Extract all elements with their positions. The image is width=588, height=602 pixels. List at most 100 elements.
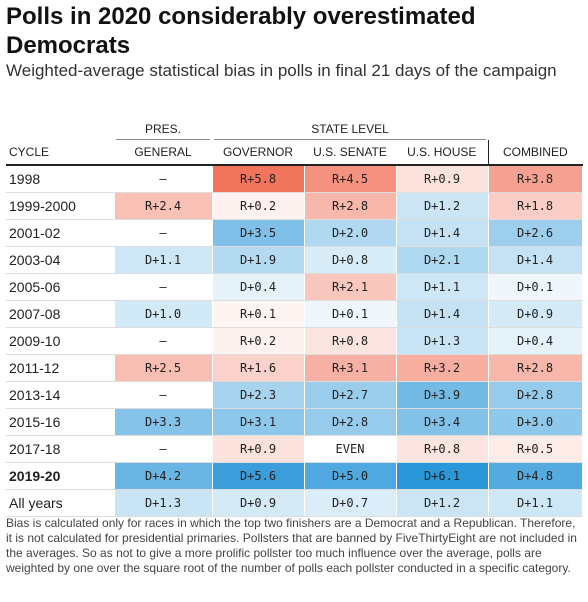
bias-cell-house: R+0.9 <box>395 165 489 193</box>
bias-cell-governor: D+3.1 <box>211 408 305 436</box>
bias-cell-governor: R+5.8 <box>211 165 305 193</box>
cycle-label: 2017-18 <box>6 435 114 463</box>
table-row: 1998– R+5.8 R+4.5 R+0.9 R+3.8 <box>6 165 583 193</box>
bias-cell-governor: R+0.1 <box>211 300 305 328</box>
cycle-label: 2001-02 <box>6 219 114 247</box>
bias-cell-general: – <box>113 435 213 463</box>
bias-cell-general: D+1.1 <box>113 246 213 274</box>
footnote: Bias is calculated only for races in whi… <box>6 516 577 575</box>
bias-cell-governor: R+0.9 <box>211 435 305 463</box>
chart-title: Polls in 2020 considerably overestimated… <box>6 3 476 59</box>
cycle-label: All years <box>6 489 114 517</box>
bias-cell-general: D+4.2 <box>113 462 213 490</box>
cycle-label: 2011-12 <box>6 354 114 382</box>
table-row: 2013-14– D+2.3 D+2.7 D+3.9 D+2.8 <box>6 381 583 409</box>
table-row: 2009-10– R+0.2 R+0.8 D+1.3 D+0.4 <box>6 327 583 355</box>
bias-cell-general: D+1.3 <box>113 489 213 517</box>
bias-cell-house: D+1.4 <box>395 300 489 328</box>
bias-cell-general: R+2.5 <box>113 354 213 382</box>
bias-cell-senate: R+2.1 <box>303 273 397 301</box>
bias-cell-combined: D+4.8 <box>487 462 583 490</box>
bias-cell-house: D+2.1 <box>395 246 489 274</box>
table-row: 2001-02– D+3.5 D+2.0 D+1.4 D+2.6 <box>6 219 583 247</box>
bias-cell-senate: R+3.1 <box>303 354 397 382</box>
cycle-label: 2015-16 <box>6 408 114 436</box>
bias-cell-combined: R+0.5 <box>487 435 583 463</box>
bias-cell-house: D+1.1 <box>395 273 489 301</box>
bias-cell-combined: R+3.8 <box>487 165 583 193</box>
bias-cell-combined: D+2.8 <box>487 381 583 409</box>
bias-cell-combined: R+2.8 <box>487 354 583 382</box>
bias-cell-governor: R+0.2 <box>211 327 305 355</box>
chart-subtitle: Weighted-average statistical bias in pol… <box>6 61 557 80</box>
bias-cell-senate: D+0.7 <box>303 489 397 517</box>
bias-cell-house: D+3.9 <box>395 381 489 409</box>
table-row: 1999-2000 R+2.4 R+0.2 R+2.8 D+1.2 R+1.8 <box>6 192 583 220</box>
cycle-label: 2007-08 <box>6 300 114 328</box>
bias-cell-governor: D+0.9 <box>211 489 305 517</box>
table-body: 1998– R+5.8 R+4.5 R+0.9 R+3.8 1999-2000 R+2.4 R… <box>6 165 583 517</box>
bias-cell-combined: D+1.1 <box>487 489 583 517</box>
bias-cell-house: D+3.4 <box>395 408 489 436</box>
bias-cell-combined: D+1.4 <box>487 246 583 274</box>
bias-cell-general: D+1.0 <box>113 300 213 328</box>
group-header-state: STATE LEVEL <box>212 118 488 140</box>
bias-cell-senate: EVEN <box>303 435 397 463</box>
bias-cell-senate: D+0.8 <box>303 246 397 274</box>
bias-cell-senate: R+2.8 <box>303 192 397 220</box>
bias-cell-general: D+3.3 <box>113 408 213 436</box>
cycle-label: 2019-20 <box>6 462 114 490</box>
bias-cell-house: D+1.2 <box>395 192 489 220</box>
group-header-pres: PRES. <box>114 118 212 140</box>
bias-cell-house: D+6.1 <box>395 462 489 490</box>
bias-cell-governor: D+2.3 <box>211 381 305 409</box>
cycle-label: 1998 <box>6 165 114 193</box>
bias-cell-combined: R+1.8 <box>487 192 583 220</box>
bias-cell-house: D+1.4 <box>395 219 489 247</box>
column-header-governor: GOVERNOR <box>212 140 304 166</box>
bias-cell-house: D+1.3 <box>395 327 489 355</box>
cycle-label: 1999-2000 <box>6 192 114 220</box>
bias-cell-combined: D+2.6 <box>487 219 583 247</box>
table-row: 2019-20 D+4.2 D+5.6 D+5.0 D+6.1 D+4.8 <box>6 462 583 490</box>
bias-cell-combined: D+3.0 <box>487 408 583 436</box>
bias-cell-general: – <box>113 165 213 193</box>
bias-cell-governor: D+5.6 <box>211 462 305 490</box>
bias-cell-governor: R+1.6 <box>211 354 305 382</box>
bias-table: PRES. STATE LEVEL CYCLE GENERAL GOVERNOR… <box>6 118 583 517</box>
bias-cell-house: D+1.2 <box>395 489 489 517</box>
bias-cell-general: – <box>113 381 213 409</box>
bias-cell-senate: D+5.0 <box>303 462 397 490</box>
column-header-house: U.S. HOUSE <box>396 140 489 166</box>
bias-cell-governor: D+0.4 <box>211 273 305 301</box>
bias-cell-senate: D+0.1 <box>303 300 397 328</box>
bias-cell-senate: D+2.8 <box>303 408 397 436</box>
bias-cell-combined: D+0.4 <box>487 327 583 355</box>
bias-cell-general: – <box>113 273 213 301</box>
cycle-label: 2003-04 <box>6 246 114 274</box>
cycle-label: 2005-06 <box>6 273 114 301</box>
table-row: 2017-18– R+0.9 EVEN R+0.8 R+0.5 <box>6 435 583 463</box>
table-row: 2011-12 R+2.5 R+1.6 R+3.1 R+3.2 R+2.8 <box>6 354 583 382</box>
cycle-label: 2009-10 <box>6 327 114 355</box>
column-header-general: GENERAL <box>114 140 212 166</box>
bias-cell-governor: R+0.2 <box>211 192 305 220</box>
bias-cell-governor: D+1.9 <box>211 246 305 274</box>
bias-cell-senate: D+2.0 <box>303 219 397 247</box>
bias-cell-senate: R+0.8 <box>303 327 397 355</box>
bias-cell-combined: D+0.1 <box>487 273 583 301</box>
bias-cell-house: R+0.8 <box>395 435 489 463</box>
table-row: All years D+1.3 D+0.9 D+0.7 D+1.2 D+1.1 <box>6 489 583 517</box>
bias-cell-senate: R+4.5 <box>303 165 397 193</box>
table-row: 2005-06– D+0.4 R+2.1 D+1.1 D+0.1 <box>6 273 583 301</box>
bias-cell-general: R+2.4 <box>113 192 213 220</box>
bias-cell-governor: D+3.5 <box>211 219 305 247</box>
cycle-label: 2013-14 <box>6 381 114 409</box>
bias-cell-combined: D+0.9 <box>487 300 583 328</box>
column-header-cycle: CYCLE <box>6 140 114 166</box>
bias-cell-senate: D+2.7 <box>303 381 397 409</box>
bias-cell-general: – <box>113 327 213 355</box>
column-header-combined: COMBINED <box>487 140 583 166</box>
table-row: 2003-04 D+1.1 D+1.9 D+0.8 D+2.1 D+1.4 <box>6 246 583 274</box>
bias-cell-general: – <box>113 219 213 247</box>
